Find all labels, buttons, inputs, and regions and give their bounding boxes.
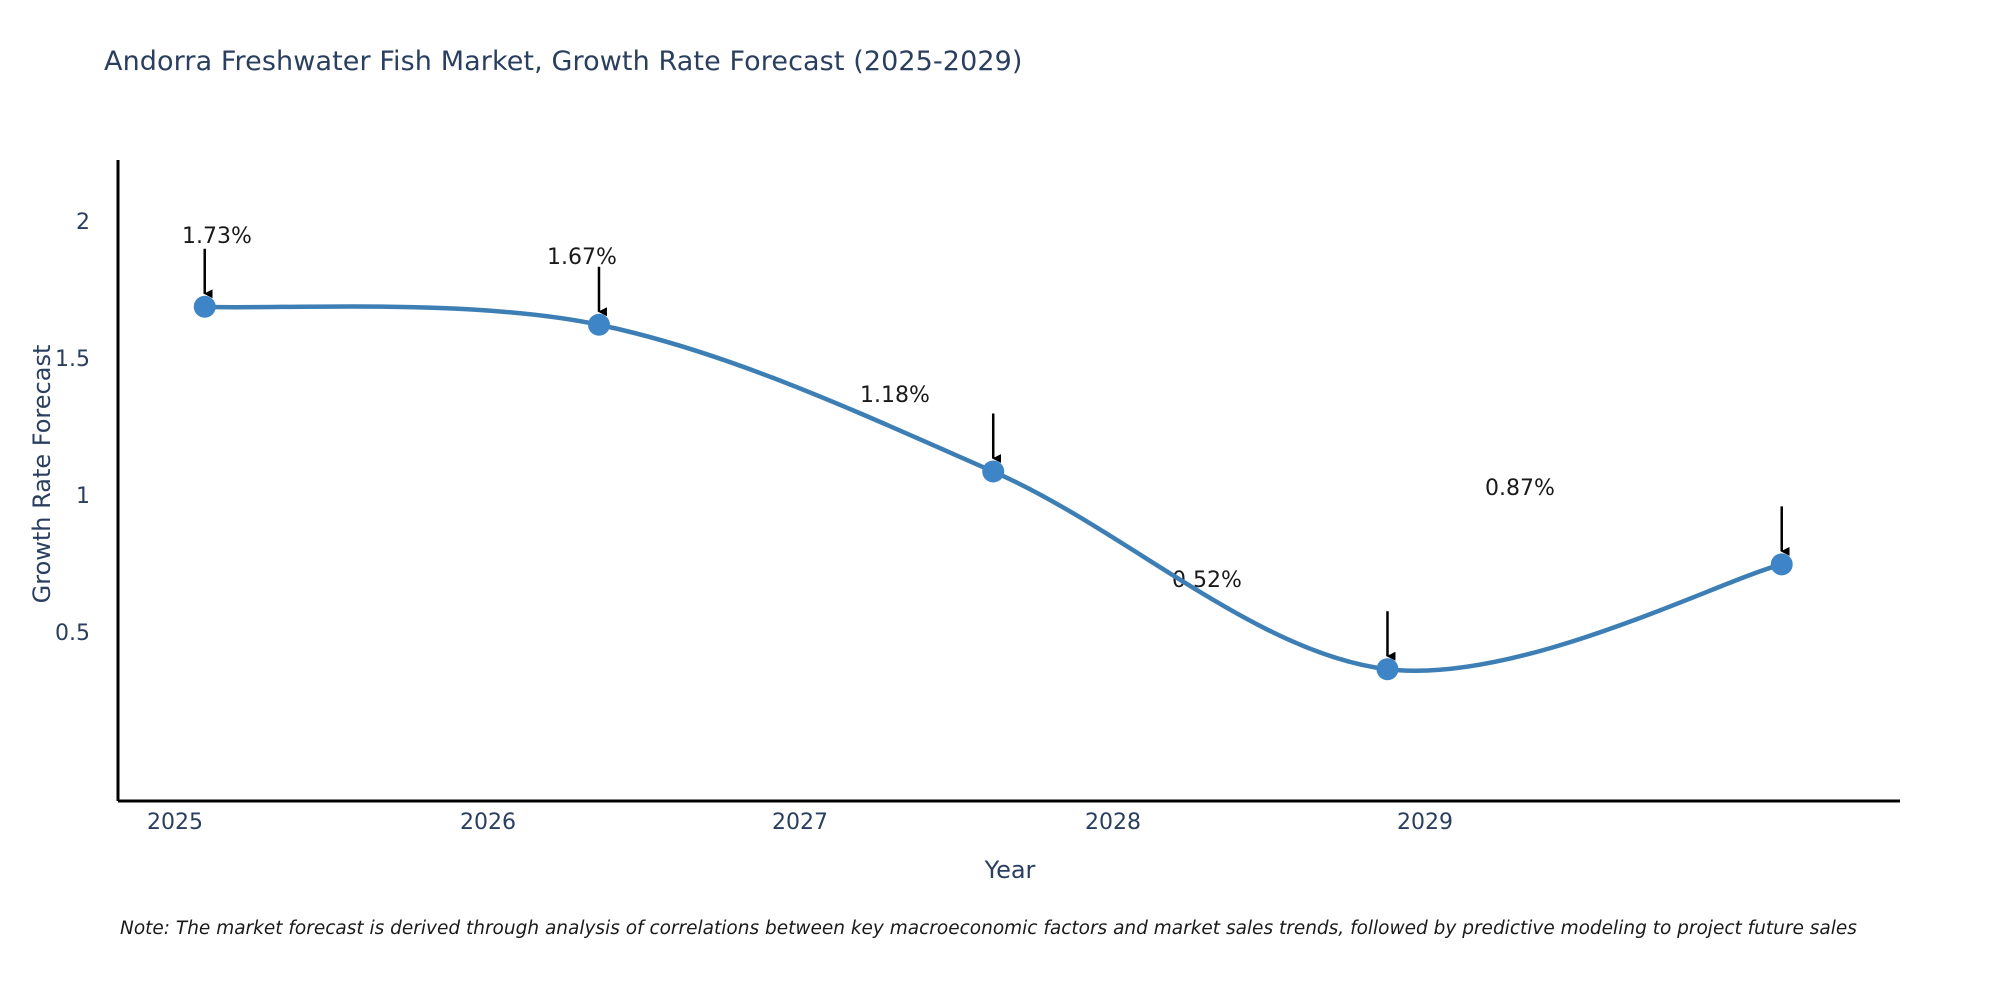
x-tick-label-2025: 2025 (147, 810, 203, 835)
data-point-2027 (982, 460, 1005, 483)
x-tick-label-2027: 2027 (772, 810, 828, 835)
data-point-2029 (1770, 553, 1793, 576)
data-point-2025 (193, 295, 216, 318)
data-point-2028 (1376, 658, 1399, 681)
data-label-2025: 1.73% (182, 224, 252, 249)
data-markers (193, 295, 1793, 681)
data-label-2026: 1.67% (547, 245, 617, 270)
data-line (202, 304, 1784, 673)
x-tick-label-2028: 2028 (1085, 810, 1141, 835)
chart-title: Andorra Freshwater Fish Market, Growth R… (104, 46, 1023, 77)
y-tick-label-0_5: 0.5 (55, 621, 90, 646)
x-tick-label-2029: 2029 (1397, 810, 1453, 835)
y-tick-label-1: 1 (76, 484, 90, 509)
y-tick-label-1_5: 1.5 (55, 347, 90, 372)
y-tick-label-2: 2 (76, 210, 90, 235)
data-label-2029: 0.87% (1485, 476, 1555, 501)
x-axis-title: Year (984, 856, 1036, 884)
data-label-2027: 1.18% (860, 383, 930, 408)
x-tick-label-2026: 2026 (460, 810, 516, 835)
chart-footnote: Note: The market forecast is derived thr… (120, 918, 1857, 939)
annotation-arrows (203, 248, 1790, 661)
data-point-2026 (587, 313, 610, 336)
